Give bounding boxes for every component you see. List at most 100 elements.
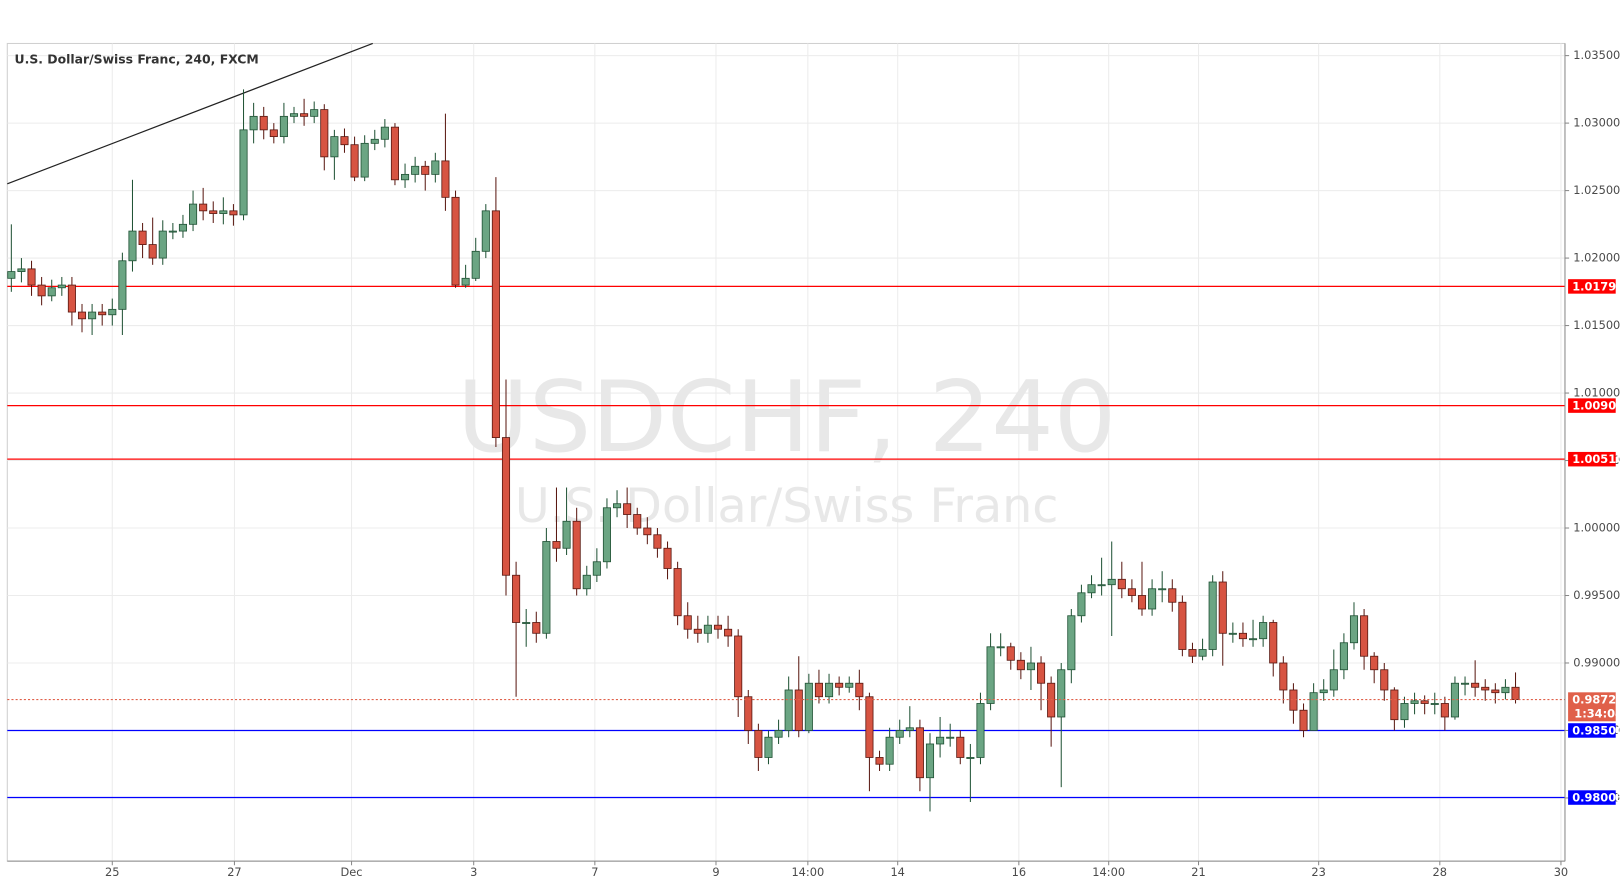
candle-body bbox=[643, 527, 652, 536]
candle-body bbox=[229, 210, 238, 216]
candle-body bbox=[1148, 588, 1157, 610]
candle-body bbox=[703, 624, 712, 634]
candle-body bbox=[17, 268, 26, 272]
candle-body bbox=[199, 203, 208, 212]
candle-body bbox=[431, 160, 440, 175]
level-tag bbox=[1568, 790, 1616, 805]
candle-body bbox=[562, 520, 571, 549]
x-tick-label: 14 bbox=[890, 865, 904, 879]
candle-body bbox=[774, 730, 783, 738]
candle-body bbox=[1501, 686, 1510, 694]
candle-body bbox=[693, 628, 702, 634]
candle-body bbox=[1309, 692, 1318, 731]
candle-body bbox=[835, 682, 844, 688]
candle-body bbox=[98, 311, 107, 316]
level-label: 0.98003 bbox=[1572, 791, 1623, 805]
candle-body bbox=[27, 268, 36, 286]
y-tick-label: 1.01500 bbox=[1573, 318, 1620, 332]
candle-body bbox=[713, 624, 723, 630]
candle-body bbox=[501, 437, 511, 576]
candle-body bbox=[1087, 584, 1096, 594]
candle-body bbox=[279, 115, 288, 138]
candle-body bbox=[1178, 601, 1187, 650]
candle-body bbox=[1420, 700, 1429, 704]
candle-body bbox=[936, 736, 945, 745]
candle-body bbox=[673, 568, 682, 617]
candle-body bbox=[1481, 686, 1490, 691]
x-tick-label: 27 bbox=[227, 865, 241, 879]
candle-body bbox=[421, 165, 430, 175]
candle-body bbox=[633, 514, 642, 529]
candle-body bbox=[1198, 649, 1207, 657]
candle-body bbox=[1279, 662, 1288, 691]
candle-body bbox=[613, 503, 622, 509]
candle-body bbox=[1127, 588, 1136, 596]
candle-body bbox=[491, 210, 500, 438]
candle-body bbox=[744, 696, 753, 731]
candle-body bbox=[542, 541, 551, 634]
candle-body bbox=[340, 136, 349, 146]
candle-body bbox=[1339, 642, 1348, 671]
candle-body bbox=[300, 113, 309, 117]
candle-body bbox=[1329, 669, 1338, 691]
candle-body bbox=[461, 277, 470, 286]
candle-body bbox=[47, 287, 56, 297]
candle-body bbox=[522, 622, 531, 624]
candle-body bbox=[441, 160, 450, 198]
candle-body bbox=[1047, 682, 1056, 718]
y-tick-label: 1.00000 bbox=[1573, 521, 1620, 535]
candle-body bbox=[1370, 655, 1379, 671]
candle-body bbox=[754, 730, 763, 758]
candle-body bbox=[1168, 588, 1177, 603]
candle-body bbox=[663, 547, 672, 569]
level-label: 1.00907 bbox=[1572, 399, 1623, 413]
level-tag bbox=[1568, 451, 1616, 467]
candle-body bbox=[168, 230, 177, 233]
candle-body bbox=[1057, 669, 1066, 718]
candle-body bbox=[734, 635, 743, 698]
candle-body bbox=[905, 727, 914, 731]
y-tick-label: 1.02500 bbox=[1573, 183, 1620, 197]
candle-body bbox=[411, 165, 420, 175]
candle-body bbox=[178, 223, 187, 232]
candle-body bbox=[956, 736, 965, 758]
candle-body bbox=[310, 109, 319, 117]
candle-body bbox=[118, 260, 127, 310]
candle-body bbox=[1006, 646, 1015, 661]
watermark-subtitle: U.S. Dollar/Swiss Franc bbox=[515, 479, 1059, 534]
candle-body bbox=[370, 138, 379, 144]
candle-body bbox=[875, 757, 884, 765]
candle-body bbox=[1400, 703, 1409, 721]
candle-body bbox=[1037, 662, 1046, 684]
last-price-tag bbox=[1568, 692, 1616, 722]
x-tick-label: 16 bbox=[1012, 865, 1026, 879]
candle-body bbox=[1471, 682, 1480, 688]
candle-body bbox=[289, 113, 299, 117]
candle-body bbox=[128, 230, 137, 262]
candle-body bbox=[1289, 689, 1298, 711]
x-tick-label: 23 bbox=[1311, 865, 1325, 879]
candle-body bbox=[1228, 632, 1237, 635]
candle-body bbox=[865, 696, 874, 758]
y-tick-label: 0.99000 bbox=[1573, 655, 1620, 669]
x-tick-label: 21 bbox=[1191, 865, 1205, 879]
candle-body bbox=[67, 284, 76, 313]
candle-body bbox=[77, 311, 87, 320]
candle-body bbox=[1016, 659, 1025, 671]
candle-body bbox=[1410, 700, 1419, 704]
level-label: 1.00510 bbox=[1572, 452, 1623, 466]
candle-body bbox=[1117, 578, 1126, 590]
candle-body bbox=[946, 736, 955, 739]
candle-body bbox=[1349, 615, 1359, 644]
candle-body bbox=[602, 507, 611, 563]
candle-body bbox=[481, 210, 490, 252]
candle-body bbox=[138, 230, 147, 245]
candle-body bbox=[320, 109, 329, 158]
x-tick-label: 7 bbox=[591, 865, 598, 879]
candle-body bbox=[1026, 662, 1035, 671]
candle-body bbox=[1208, 581, 1217, 650]
candle-body bbox=[925, 743, 935, 779]
trendline bbox=[7, 42, 373, 185]
candle-body bbox=[653, 534, 662, 549]
candle-body bbox=[895, 730, 904, 738]
